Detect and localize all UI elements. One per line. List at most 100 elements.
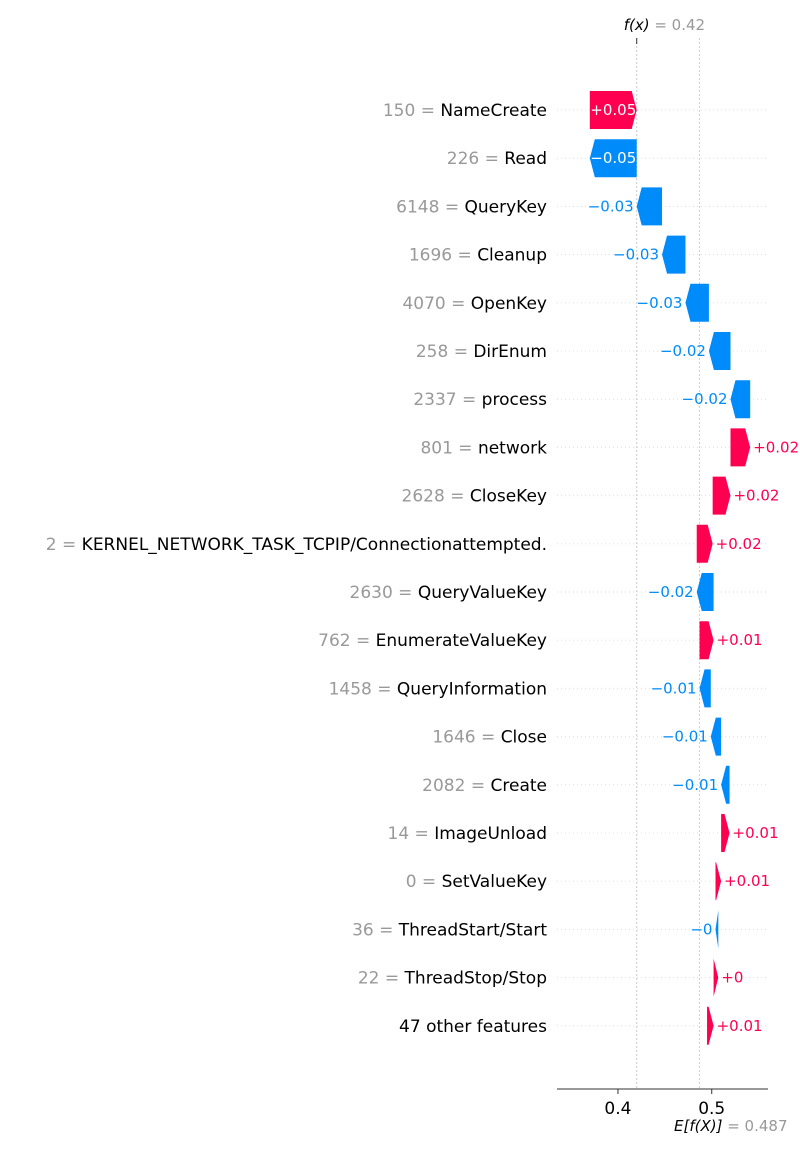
- efx-annotation: E[f(X)] = 0.487: [674, 1117, 788, 1135]
- bar-value-label: +0.01: [717, 1017, 763, 1035]
- feature-label: 47 other features: [399, 1017, 547, 1037]
- feature-value: 6148 =: [396, 197, 464, 217]
- feature-value: 2 =: [46, 535, 82, 555]
- bar-value-label: −0.03: [588, 197, 634, 215]
- bar-value-label: +0.02: [716, 535, 762, 553]
- feature-name: KERNEL_NETWORK_TASK_TCPIP/Connectionatte…: [82, 535, 547, 555]
- waterfall-bar: [715, 910, 719, 949]
- waterfall-bar: [699, 669, 711, 708]
- feature-label: 0 = SetValueKey: [406, 872, 547, 892]
- feature-name: EnumerateValueKey: [376, 631, 547, 651]
- feature-value: 2630 =: [350, 583, 418, 603]
- feature-name: OpenKey: [471, 294, 547, 314]
- waterfall-bar: [708, 332, 731, 370]
- x-tick-label: 0.5: [698, 1099, 725, 1119]
- fx-label: f(x): [624, 16, 650, 34]
- feature-name: process: [482, 390, 547, 410]
- waterfall-bar: [636, 187, 663, 226]
- feature-label: 2082 = Create: [422, 776, 547, 796]
- bar-value-label: +0.01: [724, 872, 770, 890]
- bar-value-label: +0.02: [753, 438, 799, 456]
- bar-value-label: +0.05: [590, 101, 636, 119]
- feature-value: 0 =: [406, 872, 442, 892]
- x-tick-label: 0.4: [604, 1099, 631, 1119]
- waterfall-bar: [710, 717, 722, 756]
- feature-name: ThreadStart/Start: [398, 920, 548, 940]
- feature-value: 22 =: [358, 969, 405, 989]
- bar-value-label: −0: [690, 920, 712, 938]
- feature-value: 36 =: [352, 920, 399, 940]
- feature-value: 150 =: [383, 101, 441, 121]
- x-axis: 0.4 0.5: [557, 1088, 768, 1119]
- waterfall-bar: [707, 1006, 714, 1045]
- feature-value: 801 =: [420, 438, 478, 458]
- feature-value: 1696 =: [409, 246, 477, 266]
- feature-label: 22 = ThreadStop/Stop: [358, 969, 547, 989]
- bar-value-label: +0.01: [717, 631, 763, 649]
- feature-name: ImageUnload: [434, 824, 547, 844]
- waterfall-bar: [662, 235, 686, 274]
- feature-label: 1458 = QueryInformation: [329, 679, 547, 699]
- feature-label: 6148 = QueryKey: [396, 197, 547, 217]
- waterfall-bar: [730, 428, 751, 467]
- feature-name: Close: [501, 728, 547, 748]
- waterfall-bar: [715, 862, 722, 901]
- waterfall-bar: [696, 573, 714, 611]
- waterfall-bars: [589, 91, 751, 1045]
- feature-value: 4070 =: [402, 294, 470, 314]
- waterfall-bar: [721, 765, 730, 804]
- bar-value-label: −0.02: [682, 390, 728, 408]
- feature-name: NameCreate: [440, 101, 547, 121]
- feature-name: QueryInformation: [397, 679, 547, 699]
- feature-label: 2337 = process: [413, 390, 547, 410]
- bar-value-label: −0.03: [613, 246, 659, 264]
- reference-lines: [636, 38, 701, 1089]
- feature-name: DirEnum: [473, 342, 547, 362]
- feature-name: network: [478, 438, 547, 458]
- bar-value-label: −0.02: [648, 583, 694, 601]
- feature-label: 2628 = CloseKey: [402, 487, 547, 507]
- fx-value: = 0.42: [650, 16, 706, 34]
- feature-label: 36 = ThreadStart/Start: [352, 920, 547, 940]
- waterfall-bar: [721, 814, 730, 852]
- feature-label: 762 = EnumerateValueKey: [318, 631, 547, 651]
- feature-label: 4070 = OpenKey: [402, 294, 547, 314]
- bar-value-label: −0.01: [672, 776, 718, 794]
- feature-value: 258 =: [416, 342, 474, 362]
- feature-value: 762 =: [318, 631, 376, 651]
- feature-name: 47 other features: [399, 1017, 547, 1037]
- feature-value: 2337 =: [413, 390, 481, 410]
- bar-value-label: −0.03: [637, 294, 683, 312]
- bar-value-label: +0.02: [733, 487, 779, 505]
- feature-label: 2 = KERNEL_NETWORK_TASK_TCPIP/Connection…: [46, 535, 547, 555]
- waterfall-bar: [712, 476, 731, 515]
- bar-value-label: −0.02: [660, 342, 706, 360]
- annotations: f(x) = 0.42 E[f(X)] = 0.487: [624, 16, 788, 1135]
- feature-name: CloseKey: [470, 487, 547, 507]
- fx-annotation: f(x) = 0.42: [624, 16, 705, 34]
- feature-label: 2630 = QueryValueKey: [350, 583, 548, 603]
- feature-name: QueryValueKey: [418, 583, 547, 603]
- bar-value-label: +0: [721, 969, 743, 987]
- waterfall-bar: [713, 958, 719, 997]
- efx-label: E[f(X)]: [674, 1117, 723, 1135]
- feature-name: Create: [491, 776, 548, 796]
- feature-value: 1458 =: [329, 679, 397, 699]
- waterfall-bar: [696, 524, 713, 563]
- feature-name: QueryKey: [465, 197, 548, 217]
- waterfall-bar: [589, 91, 637, 129]
- feature-label: 1696 = Cleanup: [409, 246, 547, 266]
- feature-value: 2628 =: [402, 487, 470, 507]
- bar-value-label: +0.01: [733, 824, 779, 842]
- feature-name: SetValueKey: [442, 872, 547, 892]
- feature-value: 2082 =: [422, 776, 490, 796]
- feature-label: 801 = network: [420, 438, 547, 458]
- feature-label: 226 = Read: [447, 149, 547, 169]
- waterfall-bar: [685, 283, 709, 322]
- feature-value: 14 =: [388, 824, 435, 844]
- waterfall-bar: [730, 380, 751, 419]
- bar-value-label: −0.05: [590, 149, 636, 167]
- bar-value-label: −0.01: [651, 679, 697, 697]
- waterfall-bar: [699, 621, 714, 660]
